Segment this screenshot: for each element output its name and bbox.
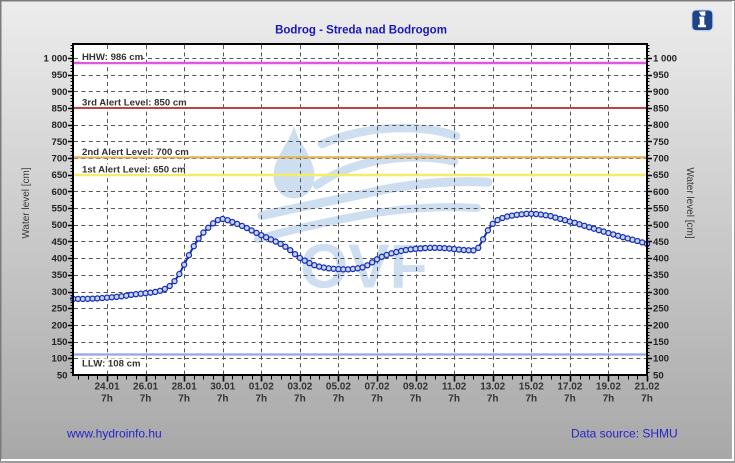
- svg-text:Data source: SHMU: Data source: SHMU: [571, 426, 678, 440]
- svg-text:150: 150: [51, 337, 67, 348]
- svg-text:7h: 7h: [217, 394, 229, 405]
- svg-text:300: 300: [51, 287, 67, 298]
- svg-text:Water level [cm]: Water level [cm]: [684, 167, 695, 239]
- svg-text:05.02: 05.02: [326, 382, 351, 393]
- svg-text:50: 50: [653, 370, 664, 381]
- svg-text:7h: 7h: [101, 394, 113, 405]
- svg-text:650: 650: [653, 170, 669, 181]
- svg-text:7h: 7h: [255, 394, 267, 405]
- svg-text:250: 250: [51, 304, 67, 315]
- svg-text:www.hydroinfo.hu: www.hydroinfo.hu: [66, 427, 162, 441]
- svg-text:7h: 7h: [525, 394, 537, 405]
- svg-text:LLW: 108 cm: LLW: 108 cm: [82, 359, 140, 370]
- svg-text:800: 800: [51, 120, 67, 131]
- svg-text:350: 350: [653, 270, 669, 281]
- svg-text:03.02: 03.02: [287, 382, 312, 393]
- svg-text:250: 250: [653, 304, 669, 315]
- svg-text:07.02: 07.02: [364, 382, 389, 393]
- svg-text:200: 200: [51, 320, 67, 331]
- svg-text:11.02: 11.02: [442, 382, 467, 393]
- svg-text:7h: 7h: [603, 394, 615, 405]
- svg-text:950: 950: [51, 70, 67, 81]
- svg-text:500: 500: [51, 220, 67, 231]
- svg-text:850: 850: [653, 103, 669, 114]
- svg-text:13.02: 13.02: [480, 382, 505, 393]
- svg-text:450: 450: [51, 237, 67, 248]
- svg-text:300: 300: [653, 287, 669, 298]
- svg-text:650: 650: [51, 170, 67, 181]
- svg-text:09.02: 09.02: [403, 382, 428, 393]
- svg-text:7h: 7h: [448, 394, 460, 405]
- svg-text:200: 200: [653, 320, 669, 331]
- svg-text:7h: 7h: [333, 394, 345, 405]
- svg-text:15.02: 15.02: [519, 382, 544, 393]
- svg-text:700: 700: [653, 153, 669, 164]
- svg-text:Water level [cm]: Water level [cm]: [21, 167, 32, 239]
- svg-text:HHW: 986 cm: HHW: 986 cm: [82, 52, 143, 63]
- svg-text:7h: 7h: [410, 394, 422, 405]
- svg-text:19.02: 19.02: [596, 382, 621, 393]
- svg-text:21.02: 21.02: [634, 382, 659, 393]
- svg-text:600: 600: [51, 187, 67, 198]
- svg-text:7h: 7h: [564, 394, 576, 405]
- svg-text:800: 800: [653, 120, 669, 131]
- svg-text:7h: 7h: [371, 394, 383, 405]
- svg-text:750: 750: [653, 137, 669, 148]
- svg-text:400: 400: [653, 254, 669, 265]
- svg-text:1st Alert Level: 650 cm: 1st Alert Level: 650 cm: [82, 164, 186, 175]
- svg-text:01.02: 01.02: [249, 382, 274, 393]
- svg-text:100: 100: [51, 354, 67, 365]
- svg-text:17.02: 17.02: [557, 382, 582, 393]
- svg-text:3rd Alert Level: 850 cm: 3rd Alert Level: 850 cm: [82, 97, 187, 108]
- svg-text:Bodrog - Streda nad Bodrogom: Bodrog - Streda nad Bodrogom: [275, 24, 447, 36]
- svg-text:150: 150: [653, 337, 669, 348]
- svg-text:28.01: 28.01: [172, 382, 197, 393]
- svg-text:7h: 7h: [178, 394, 190, 405]
- svg-text:30.01: 30.01: [210, 382, 235, 393]
- svg-text:550: 550: [653, 204, 669, 215]
- svg-text:850: 850: [51, 103, 67, 114]
- svg-text:750: 750: [51, 137, 67, 148]
- svg-text:400: 400: [51, 254, 67, 265]
- svg-text:7h: 7h: [294, 394, 306, 405]
- svg-text:100: 100: [653, 354, 669, 365]
- svg-text:500: 500: [653, 220, 669, 231]
- svg-text:7h: 7h: [487, 394, 499, 405]
- svg-text:24.01: 24.01: [94, 382, 119, 393]
- svg-text:600: 600: [653, 187, 669, 198]
- svg-text:50: 50: [57, 370, 68, 381]
- svg-text:450: 450: [653, 237, 669, 248]
- svg-text:7h: 7h: [641, 394, 653, 405]
- svg-text:350: 350: [51, 270, 67, 281]
- svg-text:700: 700: [51, 153, 67, 164]
- svg-text:7h: 7h: [140, 394, 152, 405]
- svg-text:550: 550: [51, 204, 67, 215]
- svg-text:950: 950: [653, 70, 669, 81]
- svg-text:900: 900: [653, 87, 669, 98]
- svg-text:26.01: 26.01: [133, 382, 158, 393]
- svg-text:2nd Alert Level: 700 cm: 2nd Alert Level: 700 cm: [82, 147, 189, 158]
- svg-text:1 000: 1 000: [653, 53, 677, 64]
- svg-text:900: 900: [51, 87, 67, 98]
- svg-text:1 000: 1 000: [43, 53, 67, 64]
